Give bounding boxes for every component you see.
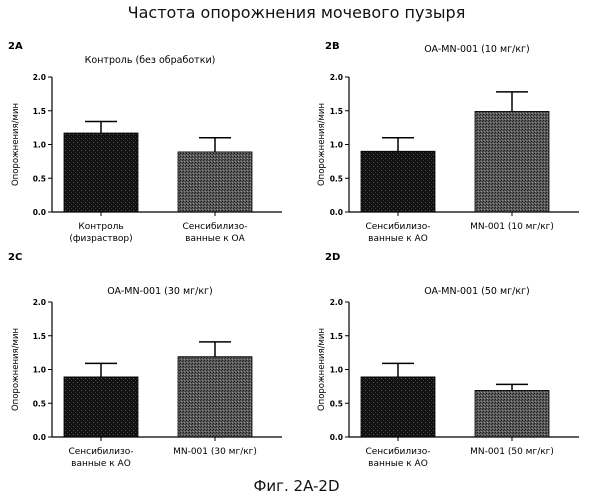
y-tick-label: 0.5 xyxy=(330,399,343,408)
y-tick-label: 0.0 xyxy=(330,433,343,442)
x-category-label: Сенсибилизо- xyxy=(182,222,247,232)
y-tick-label: 0.5 xyxy=(33,399,46,408)
panel-label: 2C xyxy=(8,252,22,263)
y-tick-label: 1.0 xyxy=(330,366,343,375)
chart-title: Контроль (без обработки) xyxy=(85,55,216,66)
x-category-label: Сенсибилизо- xyxy=(68,447,133,457)
chart-panel-2a: 2A Контроль (без обработки) Опорожнения/ми… xyxy=(8,41,282,244)
chart-panel-2c: 2C OA-MN-001 (30 мг/кг) Опорожнения/мин 0.0… xyxy=(8,252,282,469)
bar xyxy=(64,133,138,212)
chart-panel-2b: 2B OA-MN-001 (10 мг/кг) Опорожнения/мин 0.0… xyxy=(317,41,579,244)
y-tick-label: 1.5 xyxy=(330,332,343,341)
y-axis-label: Опорожнения/мин xyxy=(317,328,327,411)
y-tick-label: 0.5 xyxy=(330,174,343,183)
y-tick-label: 1.0 xyxy=(33,141,46,150)
bar xyxy=(178,357,252,437)
y-tick-label: 1.0 xyxy=(33,366,46,375)
x-category-label: ванные к АО xyxy=(368,234,428,244)
bar xyxy=(361,151,435,212)
x-category-label: ванные к АО xyxy=(368,459,428,469)
y-axis-label: Опорожнения/мин xyxy=(317,103,327,186)
y-axis-label: Опорожнения/мин xyxy=(11,328,21,411)
x-category-label: MN-001 (10 мг/кг) xyxy=(470,222,554,232)
x-category-label: ванные к АО xyxy=(71,459,131,469)
panel-label: 2A xyxy=(8,41,23,52)
bar xyxy=(361,377,435,437)
y-tick-label: 2.0 xyxy=(330,73,343,82)
x-category-label: MN-001 (50 мг/кг) xyxy=(470,447,554,457)
x-category-label: (физраствор) xyxy=(69,234,132,244)
bar xyxy=(475,390,549,437)
panel-label: 2D xyxy=(325,252,340,263)
bar xyxy=(475,111,549,212)
chart-title: OA-MN-001 (10 мг/кг) xyxy=(424,44,530,55)
panel-label: 2B xyxy=(325,41,340,52)
chart-title: OA-MN-001 (50 мг/кг) xyxy=(424,286,530,297)
x-category-label: ванные к ОА xyxy=(185,234,245,244)
x-category-label: Сенсибилизо- xyxy=(365,447,430,457)
chart-panel-2d: 2D OA-MN-001 (50 мг/кг) Опорожнения/мин 0.0… xyxy=(317,252,579,469)
y-tick-label: 2.0 xyxy=(33,298,46,307)
y-tick-label: 0.0 xyxy=(33,208,46,217)
bar xyxy=(64,377,138,437)
y-tick-label: 0.0 xyxy=(330,208,343,217)
y-tick-label: 1.5 xyxy=(33,332,46,341)
x-category-label: Сенсибилизо- xyxy=(365,222,430,232)
x-category-label: MN-001 (30 мг/кг) xyxy=(173,447,257,457)
figure-caption: Фиг. 2A-2D xyxy=(0,477,593,495)
y-tick-label: 0.5 xyxy=(33,174,46,183)
y-tick-label: 1.5 xyxy=(330,107,343,116)
y-axis-label: Опорожнения/мин xyxy=(11,103,21,186)
x-category-label: Контроль xyxy=(78,222,123,232)
y-tick-label: 1.5 xyxy=(33,107,46,116)
bar xyxy=(178,152,252,212)
y-tick-label: 2.0 xyxy=(33,73,46,82)
chart-title: OA-MN-001 (30 мг/кг) xyxy=(107,286,213,297)
y-tick-label: 2.0 xyxy=(330,298,343,307)
y-tick-label: 1.0 xyxy=(330,141,343,150)
y-tick-label: 0.0 xyxy=(33,433,46,442)
